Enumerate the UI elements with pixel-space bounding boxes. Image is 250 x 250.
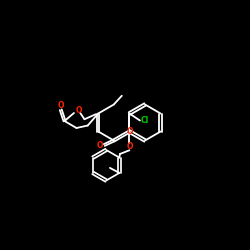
Text: O: O <box>126 127 133 136</box>
Text: Cl: Cl <box>140 116 148 125</box>
Text: O: O <box>58 101 64 110</box>
Text: O: O <box>126 142 133 151</box>
Text: O: O <box>96 140 103 149</box>
Text: O: O <box>75 106 82 116</box>
